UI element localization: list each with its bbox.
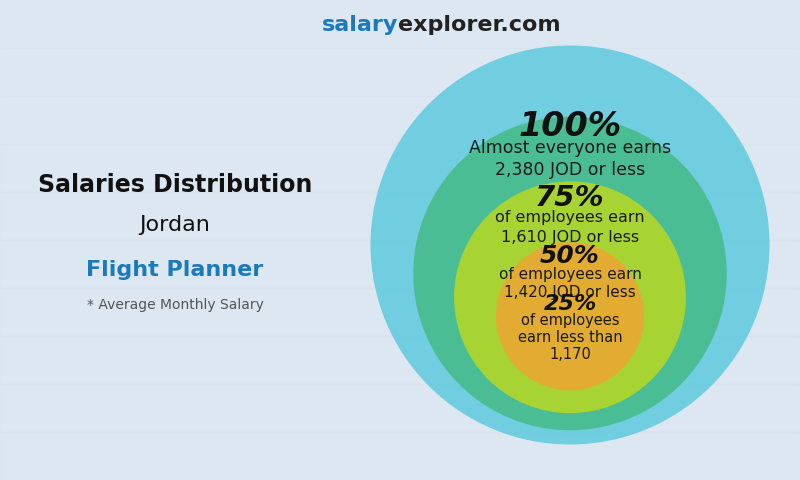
Bar [0, 288, 800, 336]
Bar [0, 48, 800, 96]
Bar [0, 384, 800, 432]
Circle shape [454, 181, 686, 413]
Circle shape [496, 242, 644, 390]
Bar [0, 192, 800, 240]
Circle shape [414, 117, 726, 430]
Text: Jordan: Jordan [139, 215, 210, 235]
Bar [0, 432, 800, 480]
Text: 50%: 50% [540, 244, 600, 268]
Text: salary: salary [322, 15, 398, 35]
Circle shape [370, 46, 770, 444]
Text: of employees: of employees [521, 313, 619, 328]
Bar [0, 336, 800, 384]
Text: of employees earn: of employees earn [495, 210, 645, 225]
Text: * Average Monthly Salary: * Average Monthly Salary [86, 298, 263, 312]
Bar [0, 144, 800, 192]
Text: 100%: 100% [518, 110, 622, 143]
Bar [0, 240, 800, 288]
Text: Almost everyone earns: Almost everyone earns [469, 139, 671, 157]
Text: 2,380 JOD or less: 2,380 JOD or less [495, 161, 645, 179]
Bar [0, 96, 800, 144]
Text: 1,610 JOD or less: 1,610 JOD or less [501, 230, 639, 245]
Text: Flight Planner: Flight Planner [86, 260, 264, 280]
Text: 75%: 75% [535, 183, 605, 212]
Text: of employees earn: of employees earn [498, 267, 642, 282]
Text: 1,170: 1,170 [549, 348, 591, 362]
Text: Salaries Distribution: Salaries Distribution [38, 173, 312, 197]
Text: explorer.com: explorer.com [398, 15, 561, 35]
Text: 25%: 25% [543, 294, 597, 314]
Text: earn less than: earn less than [518, 330, 622, 346]
Bar [0, 0, 800, 48]
Text: 1,420 JOD or less: 1,420 JOD or less [504, 285, 636, 300]
